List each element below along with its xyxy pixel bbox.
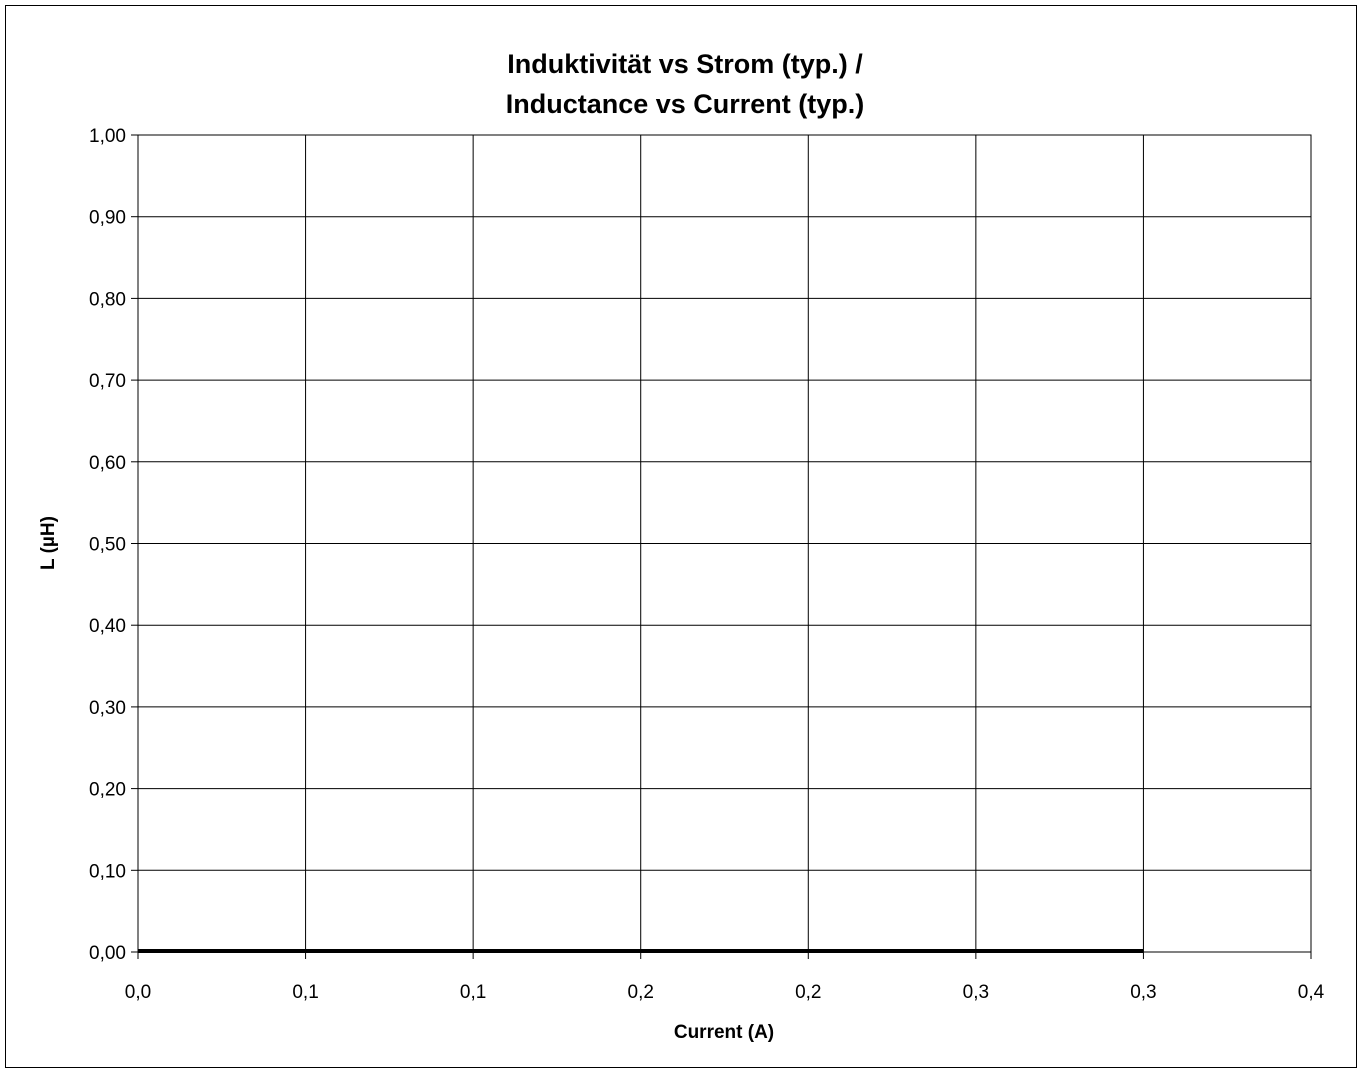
x-tick-label: 0,3 xyxy=(1130,982,1156,1003)
y-tick-label: 0,40 xyxy=(89,616,126,637)
y-tick-label: 0,70 xyxy=(89,371,126,392)
x-tick-label: 0,1 xyxy=(460,982,486,1003)
y-tick-label: 0,90 xyxy=(89,208,126,229)
y-tick-label: 0,50 xyxy=(89,535,126,556)
x-axis-title: Current (A) xyxy=(674,1022,774,1043)
y-axis-title: L (µH) xyxy=(38,516,59,570)
y-tick-label: 0,00 xyxy=(89,943,126,964)
chart-frame xyxy=(5,5,1357,1068)
chart-title-line-2: Inductance vs Current (typ.) xyxy=(506,89,865,119)
x-tick-label: 0,4 xyxy=(1298,982,1325,1003)
y-tick-label: 0,30 xyxy=(89,698,126,719)
chart-title-line-1: Induktivität vs Strom (typ.) / xyxy=(507,49,863,79)
x-axis-tick-labels: 0,0 0,1 0,1 0,2 0,2 0,3 0,3 0,4 xyxy=(125,982,1325,1003)
y-tick-label: 0,20 xyxy=(89,780,126,801)
y-tick-label: 1,00 xyxy=(89,126,126,147)
x-tick-label: 0,2 xyxy=(628,982,654,1003)
x-tick-label: 0,1 xyxy=(292,982,318,1003)
y-tick-label: 0,60 xyxy=(89,453,126,474)
x-tick-label: 0,2 xyxy=(795,982,821,1003)
x-tick-label: 0,3 xyxy=(963,982,989,1003)
x-tick-label: 0,0 xyxy=(125,982,151,1003)
grid-lines xyxy=(137,134,1312,953)
y-axis-tick-labels: 0,00 0,10 0,20 0,30 0,40 0,50 0,60 0,70 0,80 0,90… xyxy=(89,126,126,964)
tick-marks xyxy=(131,134,1312,959)
y-tick-label: 0,10 xyxy=(89,861,126,882)
y-tick-label: 0,80 xyxy=(89,289,126,310)
